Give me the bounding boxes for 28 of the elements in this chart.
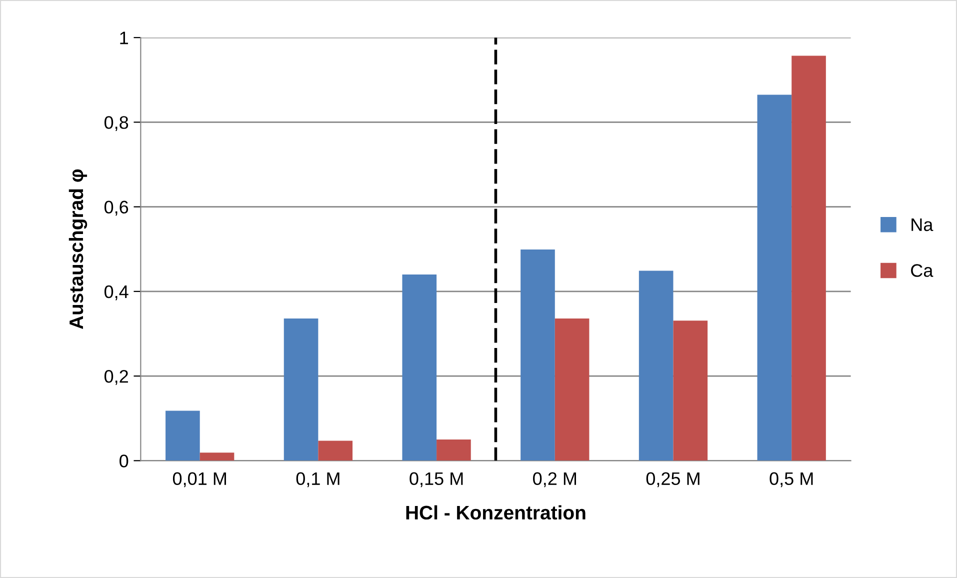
y-tick-label: 0 <box>120 454 128 468</box>
bar <box>402 274 437 461</box>
bar <box>436 440 471 461</box>
bar <box>200 452 234 461</box>
x-tick-label: 0,15 M <box>410 472 463 488</box>
x-tick-label: 0,01 M <box>172 472 226 488</box>
y-tick-label: 0,2 <box>104 370 128 385</box>
bar <box>673 320 708 461</box>
bar <box>757 94 792 461</box>
x-tick-label: 0,2 M <box>533 472 576 488</box>
x-axis-title: HCl - Konzentration <box>406 505 586 520</box>
bar <box>284 318 318 461</box>
bar <box>318 440 353 461</box>
y-tick-label: 0,4 <box>104 285 128 300</box>
y-tick-label: 0,6 <box>104 200 128 216</box>
bar <box>166 410 200 461</box>
x-tick-label: 0,1 M <box>296 472 340 488</box>
bar <box>638 270 674 461</box>
y-axis-title: Austauschgrad φ <box>68 169 88 330</box>
y-tick-label: 0,8 <box>104 116 128 132</box>
y-tick-label: 1 <box>120 32 128 44</box>
legend-label: Ca <box>911 264 934 277</box>
x-tick-label: 0,25 M <box>646 472 700 488</box>
legend-label: Na <box>912 218 934 232</box>
bar <box>554 318 590 461</box>
bar <box>520 250 555 461</box>
x-tick-label: 0,5 M <box>770 472 813 488</box>
bar <box>792 56 826 461</box>
